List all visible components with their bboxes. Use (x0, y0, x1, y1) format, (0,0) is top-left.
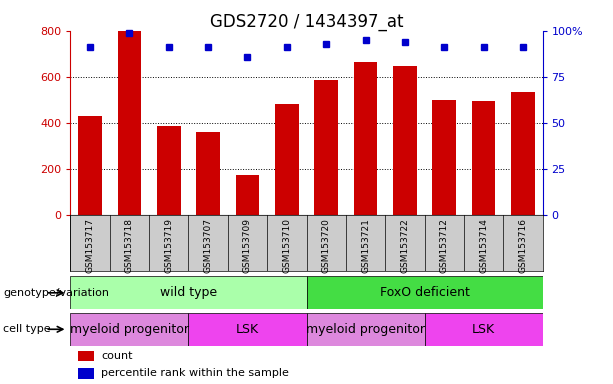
Text: GSM153707: GSM153707 (204, 218, 213, 273)
Text: percentile rank within the sample: percentile rank within the sample (101, 368, 289, 379)
Bar (393, 66, 417, 215)
Text: GSM153710: GSM153710 (283, 218, 291, 273)
Text: myeloid progenitor: myeloid progenitor (70, 323, 189, 336)
Bar (235, 175, 259, 215)
Bar (189, 313, 306, 346)
Bar (511, 92, 535, 215)
Bar (157, 126, 181, 215)
Text: FoxO deficient: FoxO deficient (379, 286, 470, 299)
Text: GSM153712: GSM153712 (440, 218, 449, 273)
Text: cell type: cell type (3, 324, 51, 334)
Text: GDS2720 / 1434397_at: GDS2720 / 1434397_at (210, 13, 403, 31)
Bar (306, 276, 543, 309)
Text: GSM153720: GSM153720 (322, 218, 330, 273)
Bar (424, 313, 543, 346)
Bar (196, 132, 220, 215)
Text: GSM153719: GSM153719 (164, 218, 173, 273)
Bar (70, 313, 189, 346)
Text: GSM153709: GSM153709 (243, 218, 252, 273)
Bar (78, 116, 102, 215)
Bar (432, 100, 456, 215)
Text: GSM153717: GSM153717 (86, 218, 94, 273)
Text: wild type: wild type (160, 286, 217, 299)
Bar (275, 104, 299, 215)
Bar (306, 313, 424, 346)
Text: GSM153714: GSM153714 (479, 218, 488, 273)
Text: LSK: LSK (236, 323, 259, 336)
Bar (118, 31, 141, 215)
Bar (354, 62, 377, 215)
Text: count: count (101, 351, 132, 361)
Text: GSM153716: GSM153716 (519, 218, 527, 273)
Bar (314, 80, 338, 215)
Bar (78, 368, 94, 379)
Bar (471, 101, 495, 215)
Bar (70, 276, 306, 309)
Text: GSM153718: GSM153718 (125, 218, 134, 273)
Text: myeloid progenitor: myeloid progenitor (306, 323, 425, 336)
Text: GSM153721: GSM153721 (361, 218, 370, 273)
Text: genotype/variation: genotype/variation (3, 288, 109, 298)
Text: GSM153722: GSM153722 (400, 218, 409, 273)
Bar (78, 351, 94, 361)
Text: LSK: LSK (472, 323, 495, 336)
